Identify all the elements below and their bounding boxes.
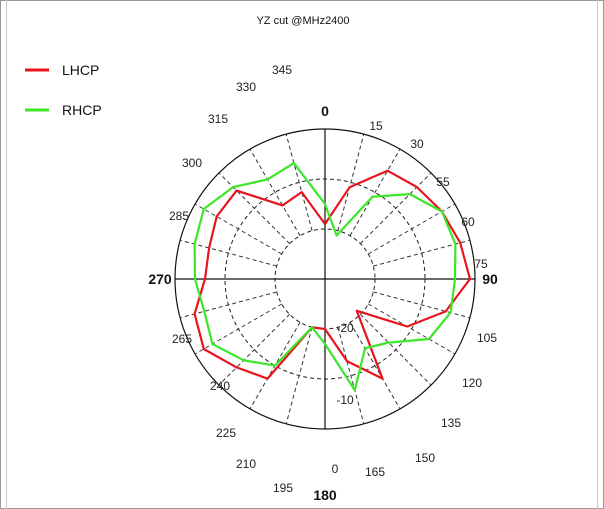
angle-tick-label: 90 xyxy=(482,271,498,287)
grid-spoke xyxy=(249,148,301,236)
legend-label-lhcp: LHCP xyxy=(62,62,99,78)
frame-divider-left xyxy=(6,0,7,509)
grid-spoke xyxy=(179,291,277,319)
legend-label-rhcp: RHCP xyxy=(62,102,102,118)
grid-spoke xyxy=(218,172,290,244)
grid-spoke xyxy=(285,327,313,425)
angle-tick-label: 105 xyxy=(477,331,497,345)
grid-spoke xyxy=(360,314,432,386)
chart-title: YZ cut @MHz2400 xyxy=(256,15,349,27)
radial-tick-label: 0 xyxy=(332,462,339,476)
angle-tick-label: 270 xyxy=(148,271,172,287)
series-line-lhcp xyxy=(193,169,472,380)
grid-spoke xyxy=(337,133,365,231)
angle-tick-label: 55 xyxy=(436,175,450,189)
grid-spoke xyxy=(194,303,282,355)
angle-tick-label: 195 xyxy=(273,481,293,495)
angle-tick-label: 15 xyxy=(369,119,383,133)
angle-tick-label: 345 xyxy=(272,63,292,77)
angle-tick-label: 150 xyxy=(415,451,435,465)
grid-spoke xyxy=(373,291,471,319)
angle-tick-label: 75 xyxy=(474,257,488,271)
angle-tick-label: 225 xyxy=(216,426,236,440)
grid-spoke xyxy=(285,133,313,231)
angle-tick-label: 0 xyxy=(321,103,329,119)
angle-tick-label: 180 xyxy=(313,487,337,503)
angle-tick-label: 60 xyxy=(461,215,475,229)
radial-tick-label: -20 xyxy=(336,321,354,335)
angle-tick-label: 165 xyxy=(365,465,385,479)
data-series xyxy=(193,162,472,392)
grid-spoke xyxy=(349,322,401,410)
angle-tick-label: 300 xyxy=(182,156,202,170)
angle-tick-label: 240 xyxy=(210,379,230,393)
grid-spoke xyxy=(360,172,432,244)
grid-spoke xyxy=(349,148,401,236)
angle-tick-label: 330 xyxy=(236,80,256,94)
radial-tick-label: -10 xyxy=(336,393,354,407)
grid-spoke xyxy=(337,327,365,425)
grid-spoke xyxy=(179,239,277,267)
grid-spoke xyxy=(368,303,456,355)
radial-tick-labels: 0 -10 -20 xyxy=(332,321,354,476)
angle-spokes xyxy=(179,133,471,425)
grid-spoke xyxy=(373,239,471,267)
angle-tick-label: 135 xyxy=(441,416,461,430)
frame-divider-right xyxy=(597,0,598,509)
angle-tick-label: 265 xyxy=(172,332,192,346)
angle-tick-label: 285 xyxy=(169,209,189,223)
grid-spoke xyxy=(194,203,282,255)
grid-spoke xyxy=(368,203,456,255)
legend: LHCP RHCP xyxy=(25,62,102,118)
angle-tick-label: 120 xyxy=(462,376,482,390)
angle-tick-label: 30 xyxy=(410,137,424,151)
grid-spoke xyxy=(218,314,290,386)
angle-tick-label: 315 xyxy=(208,112,228,126)
polar-axes xyxy=(175,129,475,429)
angle-tick-label: 210 xyxy=(236,457,256,471)
